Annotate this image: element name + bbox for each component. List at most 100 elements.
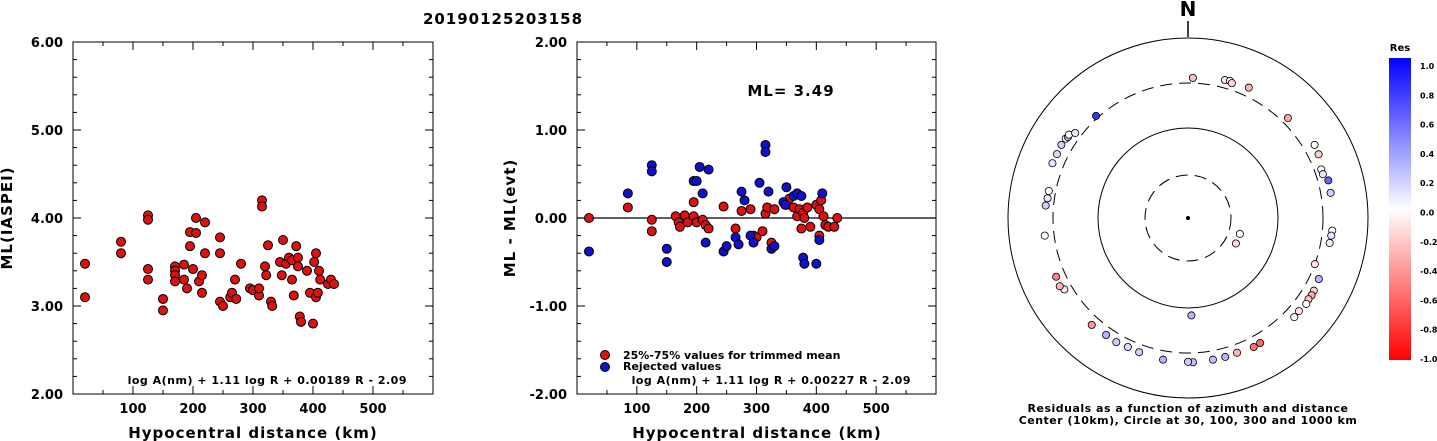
y-tick-label: 4.00 [31,212,63,227]
data-point [832,213,843,223]
data-point [718,201,729,212]
data-point [736,205,747,216]
y-tick-label: 2.00 [31,388,63,403]
data-point [745,204,756,215]
x-tick-label: 300 [743,402,770,417]
legend-label-trimmed: 25%-75% values for trimmed mean [623,349,840,362]
data-point [748,237,759,248]
station-point [1227,79,1236,88]
station-point [1294,307,1303,316]
x-tick-label: 200 [683,402,710,417]
y-tick-label: 1.00 [535,124,567,139]
legend-marker-rejected [600,362,610,372]
data-point [802,202,813,213]
station-point [1123,342,1132,351]
station-point [1135,348,1144,357]
x-tick-label: 300 [239,402,266,417]
x-tick-label: 500 [359,402,386,417]
station-point [1057,140,1066,149]
data-point [293,261,303,272]
data-point [817,188,828,199]
data-point [116,248,126,259]
data-point [278,235,288,245]
data-points [583,139,843,269]
data-point [314,265,324,276]
data-point [622,202,633,213]
data-point [80,292,90,303]
data-point [288,290,299,301]
data-point [315,274,326,285]
colorbar-tick-label: 0.6 [1420,121,1435,130]
y-tick-label: -1.00 [530,300,567,315]
data-point [191,213,201,223]
data-point [80,258,90,269]
x-tick-label: 200 [179,402,206,417]
station-point [1040,231,1049,240]
colorbar-tick-label: 0.8 [1420,91,1435,100]
data-point [829,221,840,232]
axis-ticks: 100 200 300 400 500 -2.00 -1.00 0.00 1.00 2.00 [530,36,937,417]
epicenter-marker [1186,216,1190,220]
data-point [733,239,744,250]
data-point [730,223,741,234]
data-point [661,257,672,267]
data-point [703,223,714,234]
data-point [293,252,303,263]
magnitude-vs-distance-chart: 100 200 300 400 500 2.00 3.00 4.00 5.00 6.00 log … [0,36,434,441]
data-point [583,246,594,257]
data-point [236,258,246,269]
map-caption-line2: Center (10km), Circle at 30, 100, 300 an… [1019,414,1358,427]
colorbar-tick-label: -1.0 [1420,355,1437,364]
residual-colorbar: Res 1.0 0.8 0.6 0.4 0.2 0.0 -0.2 -0.4 -0.6 -0.8 -1… [1389,43,1437,364]
station-point [1087,320,1096,329]
data-point [179,274,189,285]
range-ring-30km [1144,174,1232,262]
colorbar-tick-label: 0.4 [1420,150,1435,159]
colorbar-tick-label: 0.0 [1420,209,1435,218]
station-point [1052,150,1061,159]
station-point [1188,73,1197,82]
data-point [230,274,240,285]
station-point [1326,188,1335,197]
x-tick-label: 400 [299,402,326,417]
station-point [1231,239,1240,248]
station-point [1302,299,1311,308]
station-point [1283,114,1292,123]
station-residual-points [1040,73,1337,367]
data-point [170,276,180,287]
x-tick-label: 100 [623,402,650,417]
station-point [1318,170,1327,179]
data-point [158,305,168,316]
y-tick-label: -2.00 [530,388,567,403]
data-point [646,226,657,237]
data-point [200,248,210,259]
station-point [1327,231,1336,240]
data-point [694,161,705,172]
data-point [739,195,750,206]
station-point [1102,331,1111,340]
data-point [760,147,771,157]
data-point [185,241,195,252]
data-point [218,301,228,311]
data-point [781,182,792,193]
colorbar-gradient [1389,58,1411,360]
colorbar-tick-label: -0.8 [1420,326,1437,335]
station-point [1310,140,1319,149]
data-point [143,274,153,285]
station-point [1290,313,1299,322]
data-point [796,191,807,201]
y-tick-label: 3.00 [31,300,63,315]
x-axis-label: Hypocentral distance (km) [128,424,378,441]
y-axis-label: ML - ML(evt) [501,159,519,277]
station-point [1052,272,1061,281]
colorbar-tick-label: -0.6 [1420,296,1437,305]
data-point [691,176,702,187]
y-axis-label: ML(IASPEI) [0,166,16,269]
data-point [308,318,318,329]
colorbar-tick-label: 0.2 [1420,179,1434,188]
station-point [1244,83,1253,92]
data-point [805,221,816,232]
station-point [1055,282,1064,291]
legend-marker-trimmed [600,350,610,360]
